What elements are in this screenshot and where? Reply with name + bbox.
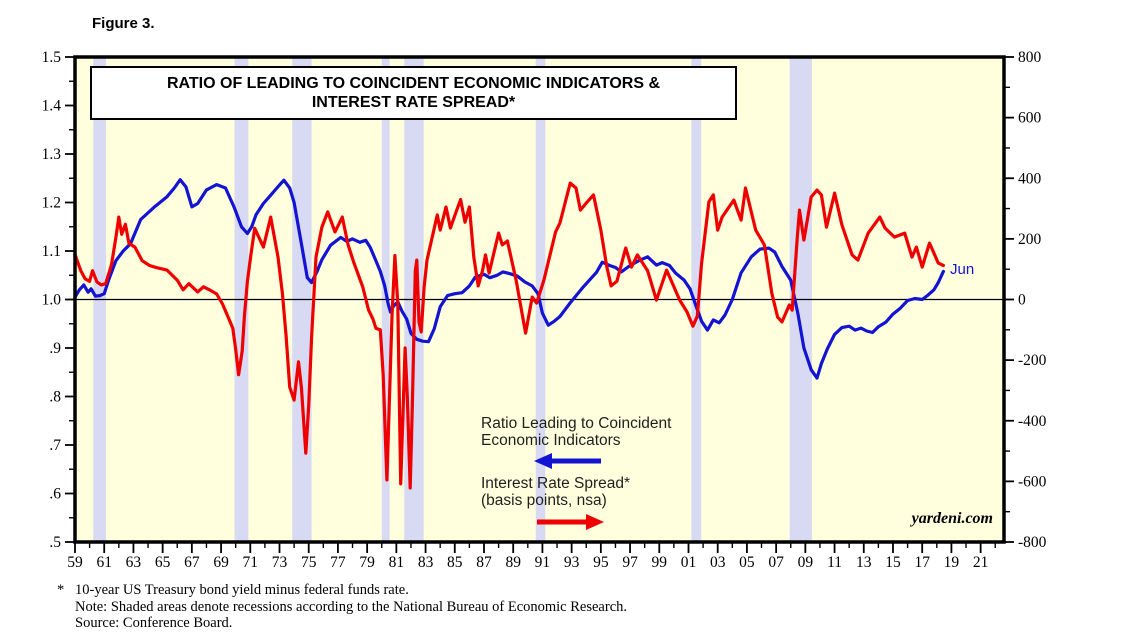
right-axis-tick-label: -200 [1018,352,1047,369]
x-axis-tick-label: 79 [359,554,375,571]
x-axis-tick-label: 91 [535,554,551,571]
right-axis-tick-label: -400 [1018,413,1047,430]
footnote-asterisk: * [57,582,65,598]
right-axis-tick-label: -600 [1018,473,1047,490]
spread-line [73,181,945,490]
legend-spread-line1: Interest Rate Spread* [481,475,631,492]
legend-ratio-line2: Economic Indicators [481,432,621,449]
x-axis-tick-label: 83 [418,554,434,571]
x-axis-tick-label: 19 [944,554,960,571]
left-axis-tick-label: 1.2 [42,195,61,212]
x-axis-tick-label: 17 [914,554,930,571]
chart-title-box: RATIO OF LEADING TO COINCIDENT ECONOMIC … [90,66,737,120]
left-axis-tick-label: 1.1 [42,243,61,260]
legend-ratio: Ratio Leading to Coincident Economic Ind… [481,415,671,449]
ratio-line [73,178,945,380]
right-axis-tick-label: 600 [1018,110,1042,127]
x-axis-tick-label: 69 [213,554,229,571]
x-axis-tick-label: 13 [856,554,872,571]
x-axis-tick-label: 73 [272,554,288,571]
x-axis-tick-label: 63 [126,554,142,571]
x-axis-tick-label: 75 [301,554,317,571]
left-axis-tick-label: .7 [49,437,61,454]
x-axis-tick-label: 71 [243,554,259,571]
x-axis-tick-label: 87 [476,554,492,571]
right-axis-tick-label: 800 [1018,49,1042,66]
x-axis-tick-label: 95 [593,554,609,571]
x-axis-tick-label: 09 [798,554,814,571]
footnote-source: Source: Conference Board. [75,615,233,631]
x-axis-tick-label: 59 [67,554,83,571]
x-axis-tick-label: 61 [96,554,112,571]
x-axis-tick-label: 97 [622,554,638,571]
left-axis-tick-label: 1.5 [42,49,62,66]
chart-title-line1: RATIO OF LEADING TO COINCIDENT ECONOMIC … [166,75,661,92]
footnote-definition: 10-year US Treasury bond yield minus fed… [75,582,409,598]
left-axis-tick-label: 1.4 [42,98,62,115]
right-axis-tick-label: -800 [1018,534,1047,551]
legend-spread-line2: (basis points, nsa) [481,492,607,509]
x-axis-tick-label: 99 [652,554,668,571]
left-axis-tick-label: .5 [49,534,61,551]
x-axis-tick-label: 01 [681,554,697,571]
last-point-label: Jun [950,261,975,278]
x-axis-tick-label: 11 [827,554,842,571]
left-axis-tick-label: 1.0 [42,292,62,309]
x-axis-tick-label: 67 [184,554,200,571]
left-axis-tick-label: .9 [49,340,61,357]
left-axis-tick-label: 1.3 [42,146,62,163]
chart-title-line2: INTEREST RATE SPREAD* [311,94,516,111]
x-axis-tick-label: 15 [885,554,901,571]
x-axis-tick-label: 03 [710,554,726,571]
x-axis-tick-label: 05 [739,554,755,571]
x-axis-tick-label: 77 [330,554,346,571]
x-axis-tick-label: 85 [447,554,463,571]
x-axis-tick-label: 65 [155,554,171,571]
watermark: yardeni.com [911,510,993,527]
right-axis-tick-label: 200 [1018,231,1042,248]
figure-label: Figure 3. [92,15,155,32]
footnotes: * 10-year US Treasury bond yield minus f… [57,582,627,632]
legend-spread: Interest Rate Spread* (basis points, nsa… [481,475,630,509]
legend-spread-arrowhead [586,514,604,530]
legend-ratio-arrowhead [534,453,552,469]
right-axis-tick-label: 0 [1018,292,1026,309]
x-axis-tick-label: 89 [505,554,521,571]
left-axis-tick-label: .6 [49,486,61,503]
legend-ratio-line1: Ratio Leading to Coincident [481,415,672,432]
x-axis-tick-label: 93 [564,554,580,571]
left-axis-tick-label: .8 [49,389,61,406]
x-axis-tick-label: 81 [389,554,405,571]
x-axis-tick-label: 07 [768,554,784,571]
x-axis-tick-label: 21 [973,554,989,571]
right-axis-tick-label: 400 [1018,170,1042,187]
footnote-note: Note: Shaded areas denote recessions acc… [75,598,628,615]
